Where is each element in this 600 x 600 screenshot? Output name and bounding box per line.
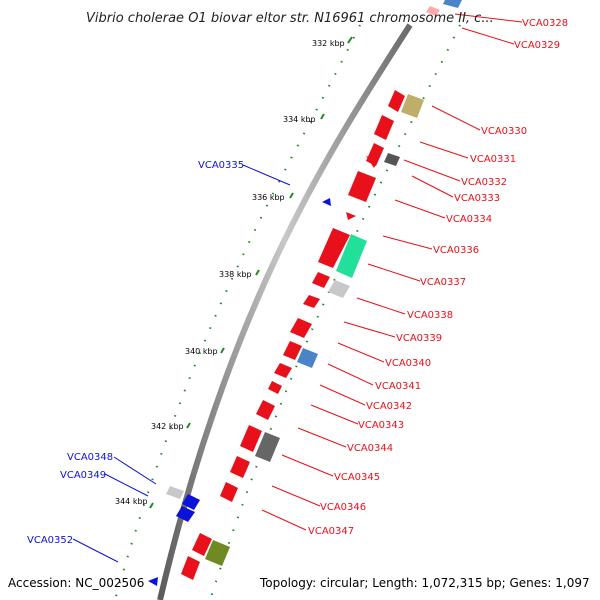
gene-label[interactable]: VCA0333 [454, 193, 500, 204]
kbp-ticks: 332 kbp 334 kbp 336 kbp 338 kbp 340 kbp … [115, 36, 353, 509]
gene-label[interactable]: VCA0341 [375, 381, 421, 392]
gene-label[interactable]: VCA0336 [433, 245, 479, 256]
genome-backbone [157, 23, 413, 600]
tick-label: 344 kbp [115, 497, 148, 506]
gene-label[interactable]: VCA0346 [320, 502, 366, 513]
gene-label[interactable]: VCA0344 [347, 443, 393, 454]
forward-gene-labels: VCA0328 VCA0329 VCA0330 VCA0331 VCA0332 … [308, 18, 568, 537]
gene-label[interactable]: VCA0335 [198, 160, 244, 171]
accession-label: Accession: NC_002506 [8, 576, 144, 590]
gene-label[interactable]: VCA0331 [470, 154, 516, 165]
gene-label[interactable]: VCA0330 [481, 126, 527, 137]
forward-leaders [261, 13, 523, 531]
gene-label[interactable]: VCA0343 [358, 420, 404, 431]
map-title: Vibrio cholerae O1 biovar eltor str. N16… [86, 11, 494, 26]
tick-label: 336 kbp [252, 193, 285, 202]
gene-label[interactable]: VCA0340 [385, 358, 431, 369]
gene-label[interactable]: VCA0338 [407, 310, 453, 321]
gene-label[interactable]: VCA0348 [67, 452, 113, 463]
gene-label[interactable]: VCA0328 [522, 18, 568, 29]
reverse-leaders [72, 164, 291, 563]
topology-label: Topology: circular; Length: 1,072,315 bp… [259, 576, 590, 590]
gene-label[interactable]: VCA0332 [461, 177, 507, 188]
gene-label[interactable]: VCA0334 [446, 214, 492, 225]
tick-label: 340 kbp [185, 347, 218, 356]
gene-label[interactable]: VCA0347 [308, 526, 354, 537]
tick-label: 342 kbp [151, 422, 184, 431]
gene-label[interactable]: VCA0342 [366, 401, 412, 412]
gene-label[interactable]: VCA0345 [334, 472, 380, 483]
tick-label: 334 kbp [283, 115, 316, 124]
inner-tick-track [114, 24, 361, 600]
tick-label: 338 kbp [219, 270, 252, 279]
reverse-genes [148, 198, 331, 586]
tick-label: 332 kbp [312, 39, 345, 48]
gene-label[interactable]: VCA0349 [60, 470, 106, 481]
forward-genes [181, 0, 462, 580]
gene-label[interactable]: VCA0337 [420, 277, 466, 288]
gene-label[interactable]: VCA0352 [27, 535, 73, 546]
reverse-gene-labels: VCA0335 VCA0348 VCA0349 VCA0352 [27, 160, 244, 546]
gene-label[interactable]: VCA0329 [514, 40, 560, 51]
gene-label[interactable]: VCA0339 [396, 333, 442, 344]
